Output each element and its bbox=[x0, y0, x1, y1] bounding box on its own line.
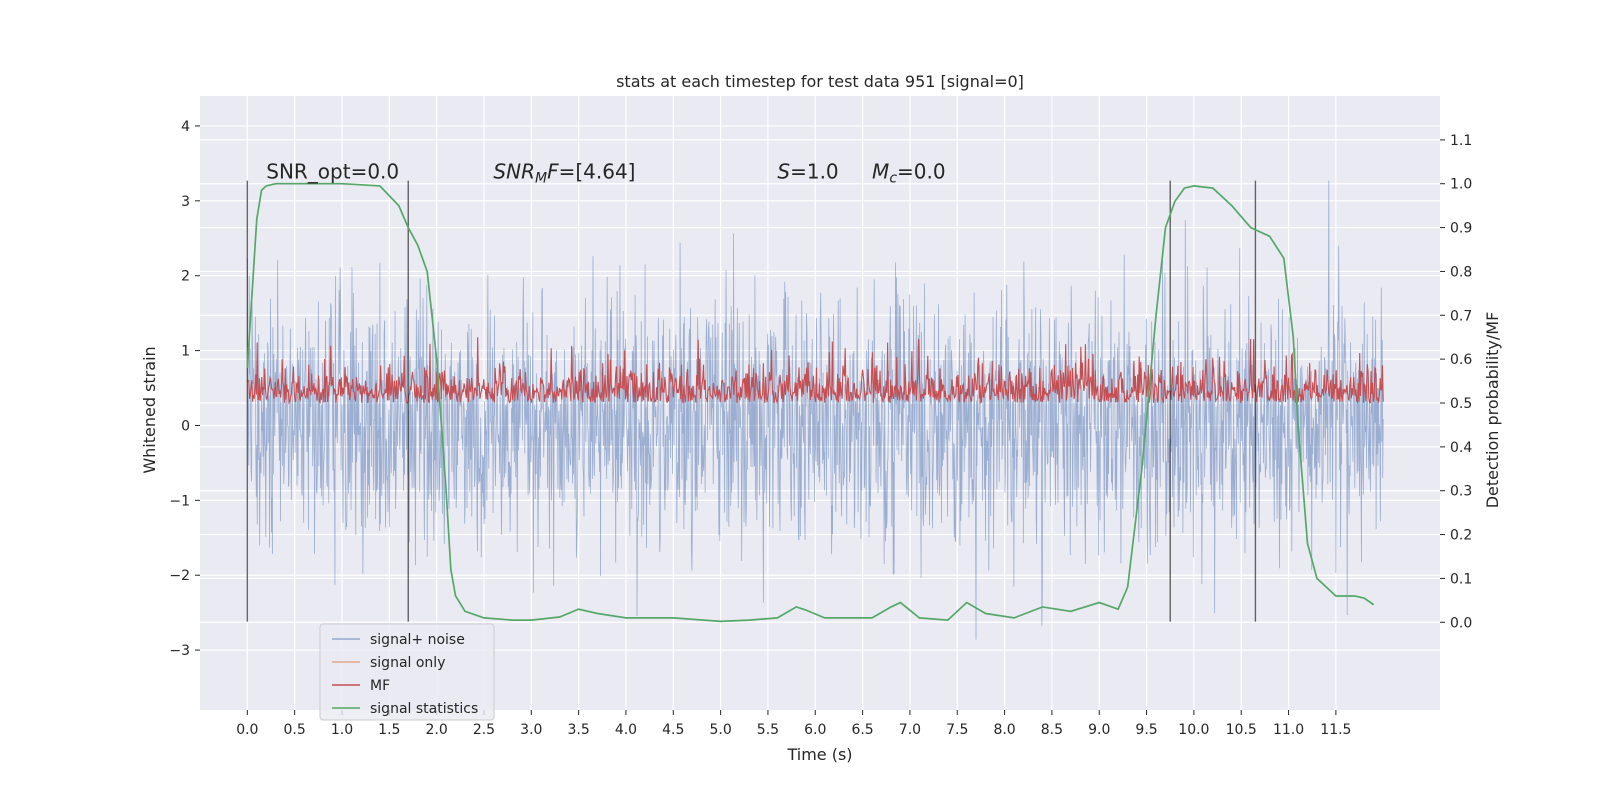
y2-tick-label: 0.2 bbox=[1450, 528, 1472, 544]
y-tick-label: 0 bbox=[181, 418, 190, 434]
x-tick-label: 9.0 bbox=[1088, 722, 1110, 738]
x-tick-label: 7.0 bbox=[899, 722, 921, 738]
annotation-snr-mf: SNRMF=[4.64] bbox=[493, 159, 635, 186]
x-tick-label: 7.5 bbox=[946, 722, 968, 738]
annotation-snr-opt: SNR_opt=0.0 bbox=[266, 159, 399, 183]
x-tick-label: 4.5 bbox=[662, 722, 684, 738]
y2-tick-label: 0.1 bbox=[1450, 571, 1472, 587]
series-signal-noise-line bbox=[246, 180, 1384, 640]
x-tick-label: 6.5 bbox=[851, 722, 873, 738]
x-tick-label: 1.0 bbox=[331, 722, 353, 738]
x-tick-label: 10.5 bbox=[1226, 722, 1257, 738]
y-tick-label: 2 bbox=[181, 269, 190, 285]
x-tick-label: 11.5 bbox=[1320, 722, 1351, 738]
y-axis-label: Whitened strain bbox=[140, 346, 159, 473]
y-tick-label: 1 bbox=[181, 344, 190, 360]
annotation-mc: Mc=0.0 bbox=[872, 159, 946, 186]
y-tick-label: −2 bbox=[169, 568, 190, 584]
y2-tick-label: 0.9 bbox=[1450, 221, 1472, 237]
x-tick-label: 0.5 bbox=[284, 722, 306, 738]
x-tick-label: 10.0 bbox=[1178, 722, 1209, 738]
chart-title: stats at each timestep for test data 951… bbox=[616, 72, 1024, 91]
legend: signal+ noise signal only MF signal stat… bbox=[319, 623, 495, 721]
y-tick-label: −3 bbox=[169, 643, 190, 659]
y2-tick-label: 0.7 bbox=[1450, 308, 1472, 324]
x-tick-label: 9.5 bbox=[1135, 722, 1157, 738]
y2-tick-label: 0.4 bbox=[1450, 440, 1472, 456]
legend-label-mf: MF bbox=[370, 678, 390, 694]
legend-label-signal-statistics: signal statistics bbox=[370, 701, 478, 717]
y2-tick-label: 0.5 bbox=[1450, 396, 1472, 412]
x-tick-label: 11.0 bbox=[1273, 722, 1304, 738]
x-tick-label: 0.0 bbox=[236, 722, 258, 738]
x-tick-label: 2.0 bbox=[426, 722, 448, 738]
y2-tick-label: 0.8 bbox=[1450, 264, 1472, 280]
annotation-s: S=1.0 bbox=[777, 159, 838, 183]
y2-tick-label: 0.0 bbox=[1450, 615, 1472, 631]
y-tick-label: 4 bbox=[181, 119, 190, 135]
x-tick-label: 3.0 bbox=[520, 722, 542, 738]
y2-tick-label: 0.3 bbox=[1450, 484, 1472, 500]
x-tick-label: 2.5 bbox=[473, 722, 495, 738]
x-axis-label: Time (s) bbox=[786, 745, 852, 764]
x-tick-label: 8.0 bbox=[993, 722, 1015, 738]
y-tick-label: 3 bbox=[181, 194, 190, 210]
x-tick-label: 5.5 bbox=[757, 722, 779, 738]
x-tick-label: 1.5 bbox=[378, 722, 400, 738]
x-tick-label: 6.0 bbox=[804, 722, 826, 738]
x-tick-label: 4.0 bbox=[615, 722, 637, 738]
x-tick-label: 5.0 bbox=[709, 722, 731, 738]
legend-box bbox=[319, 623, 495, 721]
y2-axis-label: Detection probability/MF bbox=[1483, 312, 1502, 509]
x-tick-label: 8.5 bbox=[1041, 722, 1063, 738]
y2-tick-label: 1.0 bbox=[1450, 177, 1472, 193]
y-tick-label: −1 bbox=[169, 493, 190, 509]
x-tick-label: 3.5 bbox=[567, 722, 589, 738]
y2-tick-label: 0.6 bbox=[1450, 352, 1472, 368]
y2-tick-label: 1.1 bbox=[1450, 133, 1472, 149]
legend-label-signal-only: signal only bbox=[370, 655, 445, 671]
series-signal-statistics-line bbox=[246, 182, 1375, 623]
series-mf-line bbox=[246, 337, 1384, 405]
legend-label-signal-noise: signal+ noise bbox=[370, 632, 465, 648]
